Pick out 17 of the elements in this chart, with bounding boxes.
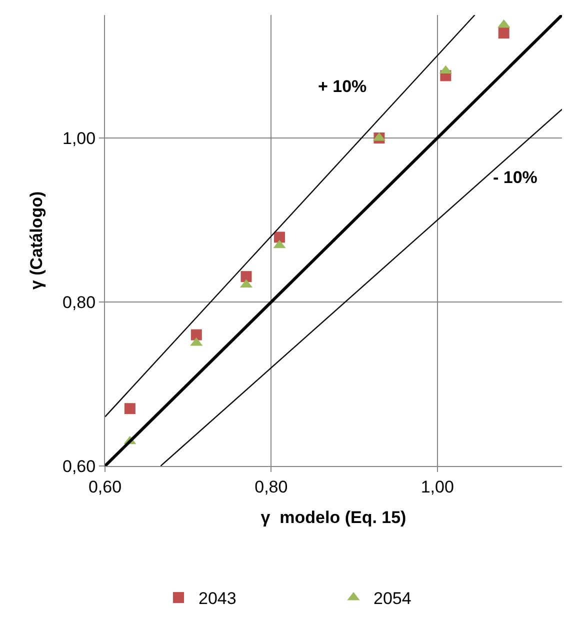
y-axis-title: γ (Catálogo)	[27, 191, 46, 290]
x-tick-label: 1,00	[420, 477, 454, 496]
x-axis-title: γ modelo (Eq. 15)	[260, 508, 406, 527]
y-tick-label: 0,60	[62, 456, 96, 476]
annotation: + 10%	[318, 77, 367, 96]
x-tick-label: 0,80	[254, 477, 288, 496]
annotation: - 10%	[493, 168, 538, 187]
point	[190, 329, 202, 340]
x-tick-label: 0,60	[88, 477, 122, 496]
legend-label: 2043	[198, 589, 236, 608]
point	[274, 232, 285, 243]
y-tick-label: 1,00	[62, 128, 96, 148]
point	[124, 403, 136, 414]
point	[240, 271, 252, 282]
legend-label: 2054	[374, 589, 412, 608]
y-tick-label: 0,80	[62, 292, 96, 312]
point	[498, 28, 510, 39]
